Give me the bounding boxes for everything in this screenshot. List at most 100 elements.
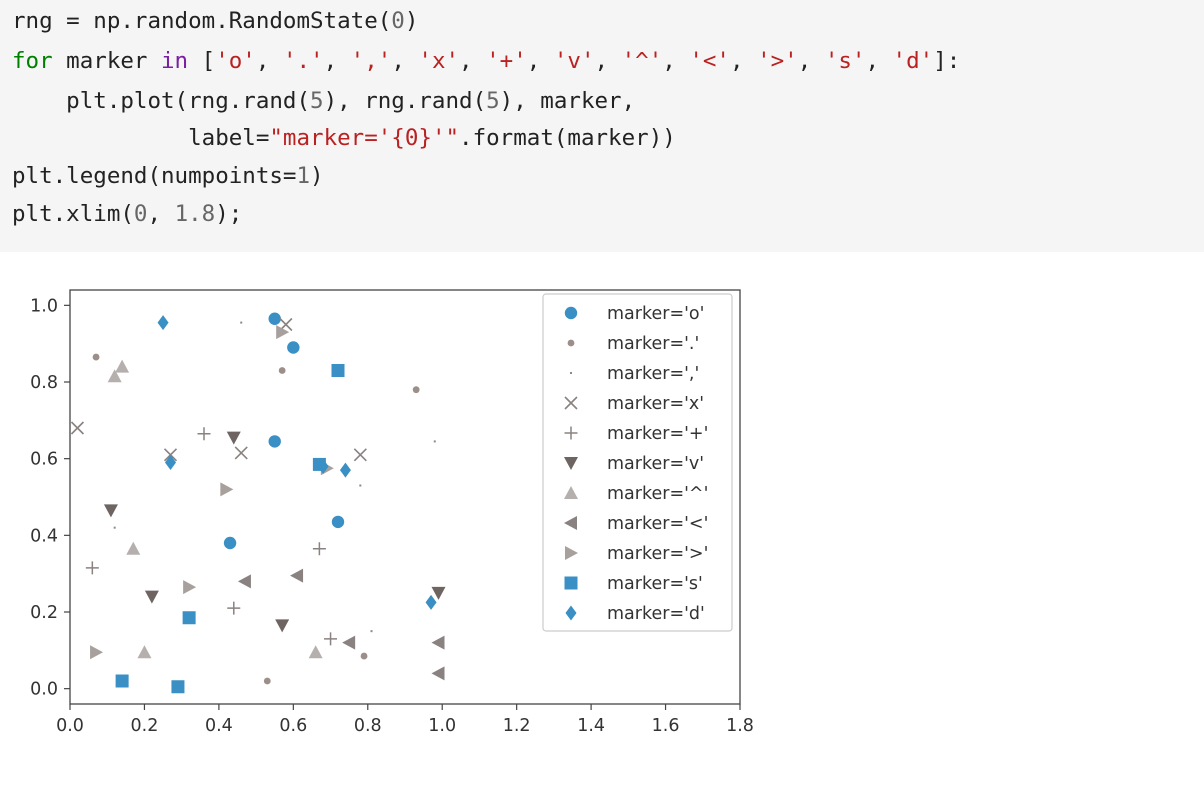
series-diamond xyxy=(157,315,437,610)
legend-marker-triangle-up xyxy=(564,486,578,499)
data-point-plus xyxy=(85,561,99,575)
legend-box xyxy=(542,293,733,632)
x-tick-label: 1.6 xyxy=(652,716,680,736)
legend-label: marker='+' xyxy=(607,424,708,444)
y-tick-label: 0.2 xyxy=(30,603,58,623)
x-tick-label: 1.0 xyxy=(428,716,456,736)
y-tick-label: 0.6 xyxy=(30,450,58,470)
code-cell[interactable]: rng = np.random.RandomState(0) for marke… xyxy=(0,0,1204,252)
axis-ticks: 0.0 0.2 0.4 0.6 0.8 1.0 1.2 1.4 1.6 1.8 0.0 0.2 0.4 0… xyxy=(30,296,754,736)
legend-marker-point xyxy=(567,339,575,347)
legend-label: marker='>' xyxy=(607,544,708,564)
legend-entry-triangle-right: marker='>' xyxy=(565,544,708,564)
scatter-plot: 0.0 0.2 0.4 0.6 0.8 1.0 1.2 1.4 1.6 1.8 0.0 0.2 0.4 0… xyxy=(30,289,754,736)
axes-frame xyxy=(69,289,741,705)
data-point-point xyxy=(278,367,286,374)
code-line: label="marker='{0}'".format(marker)) xyxy=(12,125,676,151)
legend-marker-triangle-left xyxy=(564,516,577,530)
data-point-triangle-left xyxy=(342,635,356,650)
legend-label: marker='x' xyxy=(607,394,704,414)
legend: marker='o' marker='.' marker=',' marker='x'… xyxy=(542,293,733,632)
series-triangle-up xyxy=(107,359,323,659)
data-point-circle xyxy=(331,515,345,529)
legend-label: marker='d' xyxy=(607,604,705,624)
data-point-triangle-down xyxy=(144,590,159,604)
data-point-triangle-down xyxy=(103,504,118,518)
data-point-diamond xyxy=(157,315,169,331)
legend-entry-x: marker='x' xyxy=(564,394,704,414)
legend-label: marker='v' xyxy=(607,454,704,474)
y-tick-label: 0.8 xyxy=(30,373,58,393)
data-point-triangle-left xyxy=(431,666,445,681)
legend-marker-square xyxy=(564,576,578,590)
data-point-pixel xyxy=(240,321,243,324)
legend-marker-triangle-right xyxy=(565,546,578,560)
series-square xyxy=(115,364,345,694)
x-tick-label: 1.2 xyxy=(503,716,531,736)
data-point-circle xyxy=(223,536,237,550)
legend-entry-plus: marker='+' xyxy=(564,424,708,444)
data-point-triangle-down xyxy=(226,431,241,445)
series-circle xyxy=(223,312,345,550)
legend-entry-circle: marker='o' xyxy=(564,304,704,324)
data-point-triangle-left xyxy=(290,568,304,583)
legend-label: marker='^' xyxy=(607,484,708,504)
x-tick-label: 1.4 xyxy=(577,716,605,736)
data-point-circle xyxy=(287,341,300,354)
legend-entry-triangle-down: marker='v' xyxy=(564,454,704,474)
legend-label: marker=',' xyxy=(607,364,699,384)
legend-marker-circle xyxy=(564,306,578,320)
series-triangle-left xyxy=(237,568,445,681)
legend-label: marker='.' xyxy=(607,334,699,354)
data-point-plus xyxy=(197,427,211,441)
legend-entry-diamond: marker='d' xyxy=(565,604,705,624)
data-point-plus xyxy=(227,601,241,615)
code-line: plt.plot(rng.rand(5), rng.rand(5), marke… xyxy=(12,88,636,114)
x-tick-label: 1.8 xyxy=(726,716,754,736)
data-point-plus xyxy=(312,542,326,556)
data-point-square xyxy=(331,364,345,377)
data-point-triangle-up xyxy=(115,359,130,373)
legend-marker-diamond xyxy=(565,605,577,621)
data-point-triangle-right xyxy=(90,645,104,660)
data-point-triangle-left xyxy=(237,574,251,589)
data-point-point xyxy=(412,386,420,394)
data-point-pixel xyxy=(370,630,373,633)
data-point-triangle-right xyxy=(276,325,290,340)
data-point-square xyxy=(182,611,196,625)
y-tick-label: 1.0 xyxy=(30,296,58,316)
legend-label: marker='s' xyxy=(607,574,703,594)
data-point-point xyxy=(263,677,271,685)
x-tick-label: 0.6 xyxy=(279,716,307,736)
data-point-triangle-right xyxy=(183,580,197,595)
data-point-triangle-down xyxy=(431,586,446,600)
series-pixel xyxy=(113,321,436,633)
legend-marker-x xyxy=(564,396,578,410)
data-point-diamond xyxy=(317,458,329,474)
code-line: for marker in ['o', '.', ',', 'x', '+', … xyxy=(12,48,961,74)
legend-entry-pixel: marker=',' xyxy=(570,364,699,384)
code-line: plt.legend(numpoints=1) xyxy=(12,163,324,189)
series-point xyxy=(92,353,420,685)
legend-entry-square: marker='s' xyxy=(564,574,703,594)
legend-marker-triangle-down xyxy=(564,457,578,470)
data-point-point xyxy=(360,652,368,660)
data-point-x xyxy=(70,421,85,435)
code-line: rng = np.random.RandomState(0) xyxy=(12,8,419,34)
series-x xyxy=(70,317,367,462)
data-point-pixel xyxy=(359,484,362,487)
data-point-triangle-right xyxy=(220,482,234,497)
legend-label: marker='o' xyxy=(607,304,704,324)
code-line: plt.xlim(0, 1.8); xyxy=(12,201,243,227)
data-point-diamond xyxy=(339,462,351,478)
data-point-plus xyxy=(324,632,338,646)
legend-marker-plus xyxy=(564,426,578,440)
data-point-triangle-down xyxy=(275,619,290,633)
legend-label: marker='<' xyxy=(607,514,708,534)
y-tick-label: 0.4 xyxy=(30,526,58,546)
legend-entry-triangle-left: marker='<' xyxy=(564,514,708,534)
data-point-x xyxy=(353,448,367,462)
series-triangle-down xyxy=(103,431,446,633)
data-point-point xyxy=(92,353,100,361)
legend-entry-triangle-up: marker='^' xyxy=(564,484,708,504)
